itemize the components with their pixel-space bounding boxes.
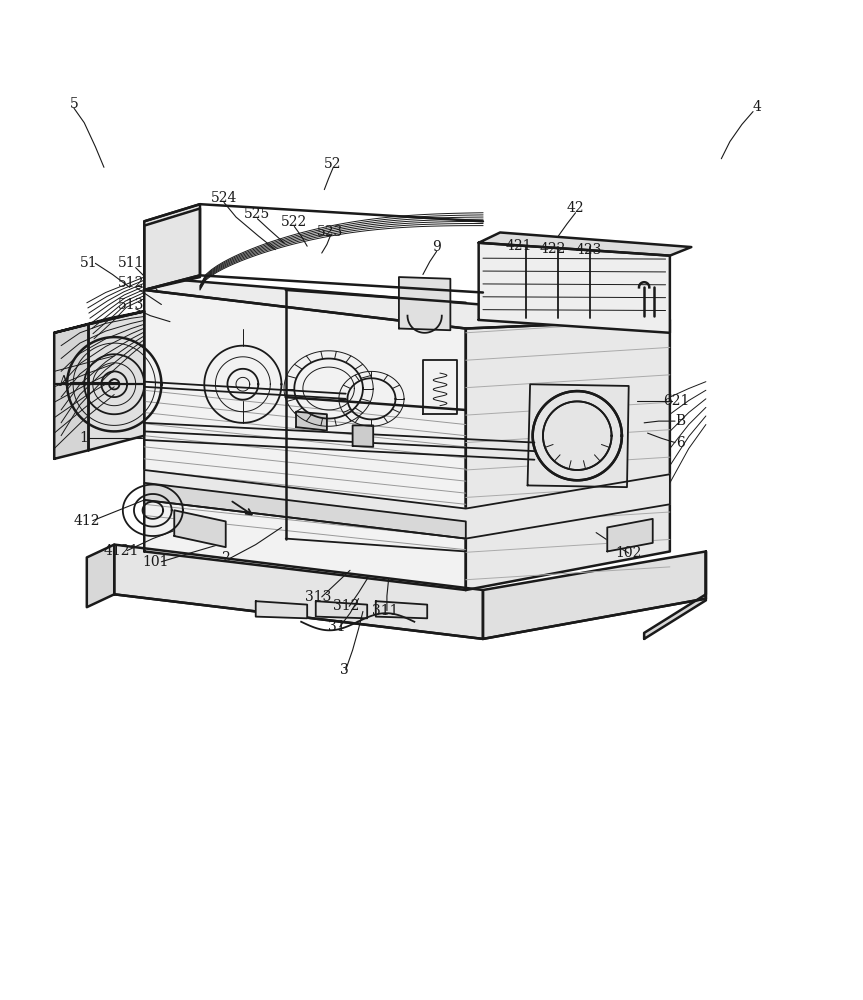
Polygon shape [316,601,367,618]
Text: 312: 312 [332,599,359,613]
Text: 51: 51 [79,256,98,270]
Text: 3: 3 [340,663,349,677]
Text: 6: 6 [676,436,684,450]
Text: A: A [58,375,68,389]
Text: 52: 52 [324,157,342,171]
Text: 423: 423 [576,243,602,257]
Text: 9: 9 [432,240,441,254]
Polygon shape [479,243,670,333]
Text: 621: 621 [664,394,690,408]
Text: 31: 31 [328,620,346,634]
Text: 2: 2 [221,551,230,565]
Polygon shape [296,412,327,431]
Text: 4121: 4121 [104,544,139,558]
Text: 4: 4 [753,100,762,114]
Polygon shape [114,545,483,639]
Text: 523: 523 [318,225,343,239]
Text: 513: 513 [118,298,145,312]
Polygon shape [144,290,466,590]
Text: 511: 511 [118,256,145,270]
Text: 311: 311 [372,604,399,618]
Polygon shape [353,425,373,447]
Text: 42: 42 [567,201,584,215]
Polygon shape [144,208,200,290]
Text: 1: 1 [79,431,89,445]
Text: 412: 412 [73,514,100,528]
Polygon shape [399,277,450,330]
Text: 512: 512 [118,276,145,290]
Text: 421: 421 [506,239,532,253]
Polygon shape [144,483,466,539]
Polygon shape [54,324,89,459]
Text: 101: 101 [142,555,168,569]
Text: 422: 422 [539,242,565,256]
Polygon shape [255,601,307,618]
Polygon shape [644,551,706,639]
Polygon shape [483,551,706,639]
Polygon shape [54,311,144,333]
Polygon shape [375,601,427,618]
Text: B: B [675,414,685,428]
Polygon shape [87,545,114,607]
Polygon shape [527,384,629,487]
Text: 522: 522 [281,215,307,229]
Polygon shape [466,320,670,590]
Text: 102: 102 [615,546,642,560]
Polygon shape [144,277,670,329]
Polygon shape [144,470,670,539]
Polygon shape [144,204,200,290]
Text: 525: 525 [244,207,271,221]
Polygon shape [89,311,144,450]
Text: 313: 313 [306,590,331,604]
Polygon shape [479,232,691,256]
Text: 524: 524 [211,191,237,205]
Text: 5: 5 [70,97,79,111]
Polygon shape [174,510,226,547]
Polygon shape [608,519,652,551]
